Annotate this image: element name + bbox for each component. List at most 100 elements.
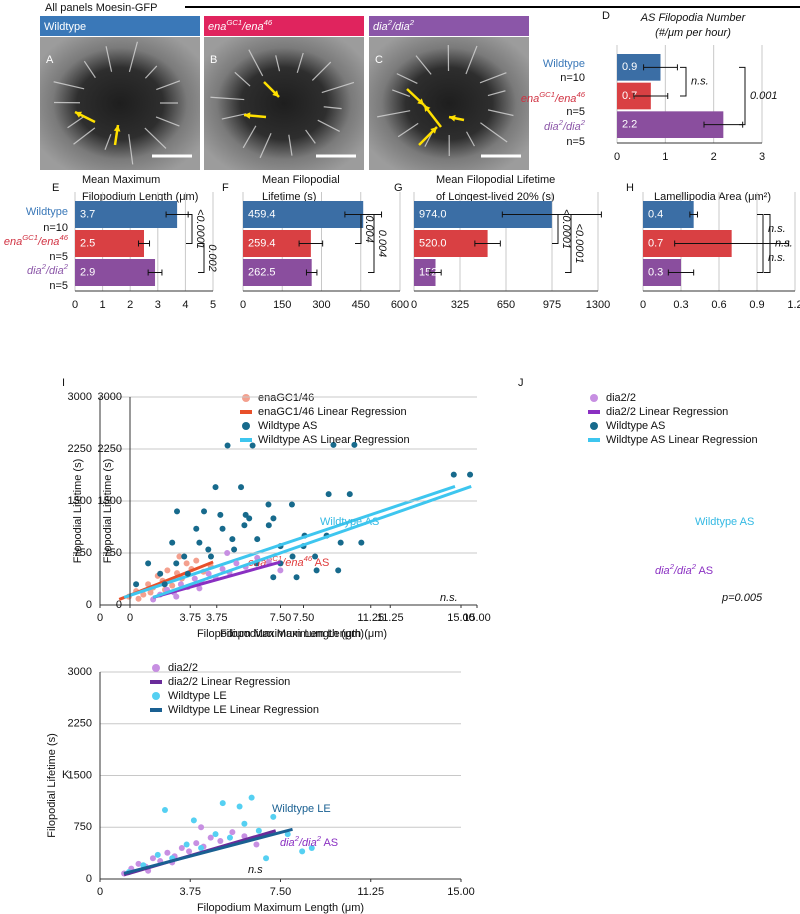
- filopodium-texture: [144, 127, 167, 149]
- text-part: GC1: [539, 90, 555, 99]
- annotation: dia2/dia2 AS: [280, 834, 338, 849]
- panel-letter: C: [375, 54, 383, 66]
- data-point: [224, 550, 231, 556]
- data-point: [226, 834, 233, 841]
- n-label: n=10: [43, 222, 68, 234]
- data-point: [198, 844, 205, 851]
- text-part: ena: [208, 21, 226, 33]
- category-label: enaGC1/ena46: [521, 90, 586, 105]
- x-tick-label: 11.25: [377, 612, 404, 624]
- data-point: [249, 442, 256, 449]
- data-point: [193, 557, 200, 564]
- data-point: [313, 567, 320, 574]
- significance-label: 0.004: [376, 230, 388, 258]
- x-tick-label: 1300: [586, 299, 610, 311]
- x-axis-label: Filopodium Maximum Length (μm): [220, 628, 387, 640]
- y-axis-label: Filopodial Lifetime (s): [72, 459, 84, 564]
- x-tick-label: 0: [72, 299, 78, 311]
- significance-label: <0.0001: [194, 209, 206, 249]
- legend-label: Wildtype LE Linear Regression: [168, 704, 319, 716]
- data-point: [242, 511, 249, 518]
- value-label: 2.2: [622, 119, 637, 131]
- significance-bracket: [757, 243, 764, 273]
- filopodium-texture: [479, 72, 507, 84]
- value-label: 2.9: [80, 266, 95, 278]
- panel-letter: F: [222, 182, 229, 194]
- text-part: /ena: [281, 557, 303, 569]
- significance-bracket: [368, 214, 375, 273]
- filopodium-texture: [377, 110, 411, 118]
- filopodium-texture: [392, 89, 411, 97]
- text-part: /ena: [241, 21, 263, 33]
- data-point: [238, 484, 245, 491]
- annotation: Wildtype LE: [272, 803, 331, 815]
- significance-bracket: [355, 214, 362, 244]
- x-tick-label: 3: [155, 299, 161, 311]
- x-tick-label: 0: [614, 151, 620, 163]
- regression-line: [123, 827, 293, 875]
- value-label: 520.0: [419, 237, 447, 249]
- filopodium-texture: [480, 122, 508, 143]
- x-tick-label: 15.00: [447, 886, 475, 898]
- data-point: [299, 848, 306, 855]
- x-tick-label: 1.2: [787, 299, 800, 311]
- x-tick-label: 11.25: [357, 886, 384, 898]
- y-axis-label: Filopodial Lifetime (s): [46, 733, 58, 838]
- data-point: [270, 515, 277, 522]
- filopodium-texture: [305, 129, 316, 144]
- y-tick-label: 1500: [68, 769, 92, 781]
- data-point: [270, 813, 277, 820]
- filopodium-texture: [210, 96, 245, 101]
- y-tick-label: 750: [74, 821, 92, 833]
- significance-label: <0.0001: [560, 209, 572, 249]
- panel-letter: D: [602, 10, 610, 22]
- legend-marker: [588, 410, 600, 414]
- x-tick-label: 0: [97, 886, 103, 898]
- text-part: 2: [580, 118, 586, 127]
- legend-marker: [242, 394, 250, 402]
- x-tick-label: 0.3: [673, 299, 688, 311]
- arrow-head: [75, 111, 82, 118]
- value-label: 262.5: [248, 266, 276, 278]
- value-label: 152: [419, 266, 437, 278]
- data-point: [241, 833, 248, 840]
- x-tick-label: 650: [497, 299, 515, 311]
- text-part: 2: [669, 562, 675, 571]
- data-point: [193, 840, 200, 847]
- data-point: [145, 581, 152, 588]
- x-tick-label: 325: [451, 299, 469, 311]
- data-point: [169, 582, 176, 589]
- legend-label: Wildtype AS Linear Regression: [258, 434, 410, 446]
- text-part: n.s: [248, 864, 263, 876]
- data-point: [265, 522, 272, 529]
- value-label: 974.0: [419, 208, 447, 220]
- text-part: ena: [521, 93, 539, 105]
- text-part: /dia: [562, 121, 581, 133]
- x-tick-label: 3.75: [180, 886, 201, 898]
- data-point: [277, 567, 284, 574]
- filopodium-texture: [317, 119, 340, 132]
- x-tick-label: 4: [182, 299, 188, 311]
- x-tick-label: 300: [312, 299, 330, 311]
- filopodium-texture: [234, 71, 251, 87]
- panel-letter: K: [62, 769, 70, 781]
- value-label: 259.4: [248, 237, 276, 249]
- data-point: [254, 536, 261, 543]
- y-tick-label: 2250: [68, 443, 92, 455]
- x-tick-label: 1: [100, 299, 106, 311]
- legend-marker: [590, 394, 598, 402]
- text-part: /ena: [37, 236, 59, 248]
- y-tick-label: 1500: [98, 495, 122, 507]
- chart-title: Mean Filopodial Lifetime: [436, 174, 555, 186]
- filopodium-texture: [53, 81, 85, 90]
- text-part: 2: [558, 118, 564, 127]
- data-point: [265, 501, 272, 508]
- category-label: dia2/dia2: [544, 118, 586, 133]
- legend-marker: [150, 708, 162, 712]
- filopodium-texture: [465, 45, 478, 75]
- text-part: dia: [544, 121, 559, 133]
- data-point: [330, 441, 337, 448]
- regression-line: [123, 485, 456, 599]
- data-point: [196, 539, 203, 546]
